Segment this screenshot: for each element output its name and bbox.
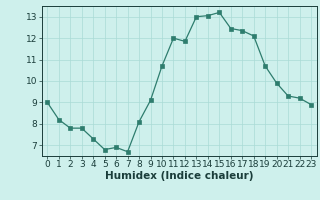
X-axis label: Humidex (Indice chaleur): Humidex (Indice chaleur) [105, 171, 253, 181]
